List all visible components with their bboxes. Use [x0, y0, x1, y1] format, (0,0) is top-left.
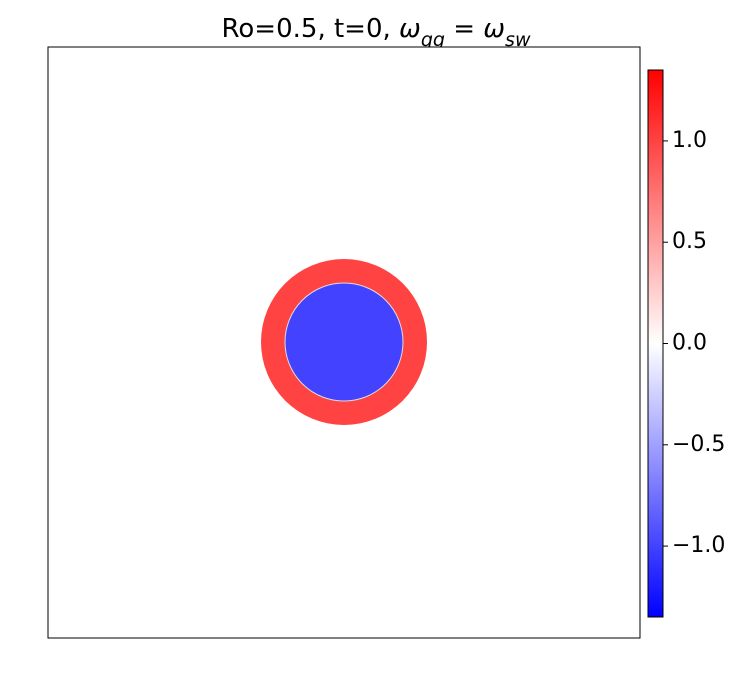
colorbar: −1.0 −0.5 0.0 0.5 1.0 [647, 69, 725, 618]
plot-area [48, 47, 640, 638]
title-part: ω [399, 14, 421, 44]
title-part: = [445, 14, 483, 44]
colorbar-tick-label: 1.0 [672, 128, 707, 153]
disk-region [284, 282, 404, 402]
title-part: qg [421, 29, 445, 51]
title-part: Ro=0.5, t=0, [222, 14, 400, 44]
colorbar-tick-label: −0.5 [672, 432, 725, 457]
colorbar-tick-label: 0.0 [672, 331, 707, 356]
title-part: sw [505, 29, 531, 51]
chart-title: Ro=0.5, t=0, ωqg = ωsw [222, 14, 531, 51]
colorbar-tick-label: −1.0 [672, 533, 725, 558]
colorbar-tick-label: 0.5 [672, 229, 707, 254]
axes-frame [47, 46, 641, 639]
colorbar-gradient [647, 69, 664, 618]
title-part: ω [483, 14, 505, 44]
